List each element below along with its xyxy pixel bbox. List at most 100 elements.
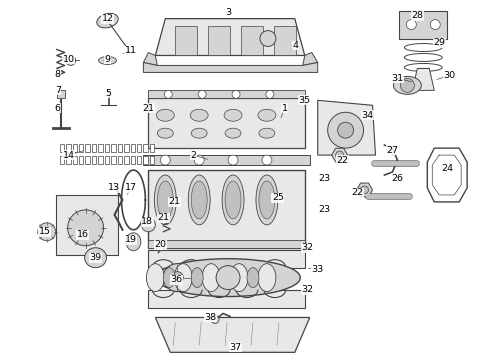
Bar	[150, 156, 154, 164]
Text: 7: 7	[55, 86, 61, 95]
Polygon shape	[318, 100, 375, 155]
Text: 32: 32	[302, 285, 314, 294]
Bar	[130, 156, 135, 164]
Ellipse shape	[259, 181, 275, 219]
Circle shape	[216, 266, 240, 289]
Text: 21: 21	[168, 197, 180, 206]
Ellipse shape	[404, 44, 442, 51]
Text: 26: 26	[392, 174, 403, 183]
Text: 3: 3	[225, 8, 231, 17]
Ellipse shape	[188, 175, 210, 225]
Bar	[124, 156, 128, 164]
Text: 19: 19	[124, 235, 136, 244]
Bar	[105, 144, 109, 152]
Text: 31: 31	[392, 74, 403, 83]
Bar	[144, 144, 148, 152]
Bar	[73, 156, 77, 164]
Text: 24: 24	[441, 163, 453, 172]
Bar	[148, 90, 305, 98]
Text: 9: 9	[104, 55, 111, 64]
Text: 30: 30	[443, 71, 455, 80]
Bar	[111, 144, 116, 152]
Ellipse shape	[97, 13, 118, 28]
Bar	[241, 26, 263, 55]
Bar	[73, 144, 77, 152]
Ellipse shape	[98, 57, 117, 64]
Bar	[66, 156, 71, 164]
Text: 17: 17	[124, 184, 136, 193]
Polygon shape	[148, 170, 305, 248]
Text: 8: 8	[55, 70, 61, 79]
Text: 23: 23	[318, 174, 331, 183]
Text: 32: 32	[302, 243, 314, 252]
Text: 14: 14	[63, 150, 74, 159]
Ellipse shape	[85, 248, 106, 268]
Ellipse shape	[156, 109, 174, 121]
Bar	[144, 156, 148, 164]
Polygon shape	[303, 53, 318, 66]
Bar	[137, 156, 142, 164]
Polygon shape	[155, 318, 310, 352]
Circle shape	[160, 155, 171, 165]
Circle shape	[194, 155, 204, 165]
Bar	[79, 144, 83, 152]
Bar	[118, 156, 122, 164]
Polygon shape	[332, 148, 347, 162]
Text: 23: 23	[318, 206, 331, 215]
Ellipse shape	[191, 181, 207, 219]
Circle shape	[163, 264, 191, 292]
Bar	[60, 156, 64, 164]
Bar	[130, 144, 135, 152]
Circle shape	[228, 155, 238, 165]
Ellipse shape	[230, 264, 248, 292]
Bar	[105, 156, 109, 164]
Ellipse shape	[258, 264, 276, 292]
Circle shape	[156, 243, 164, 251]
Ellipse shape	[157, 128, 173, 138]
Text: 5: 5	[105, 89, 112, 98]
Ellipse shape	[225, 128, 241, 138]
Bar	[144, 155, 310, 165]
Circle shape	[232, 90, 240, 98]
Text: 22: 22	[337, 156, 348, 165]
Bar	[85, 156, 90, 164]
Text: 39: 39	[90, 253, 101, 262]
Bar	[150, 144, 154, 152]
Ellipse shape	[259, 128, 275, 138]
Circle shape	[262, 155, 272, 165]
Bar	[98, 156, 103, 164]
Circle shape	[328, 112, 364, 148]
Bar	[124, 144, 128, 152]
Text: 36: 36	[170, 275, 182, 284]
Ellipse shape	[191, 268, 203, 288]
Ellipse shape	[219, 268, 231, 288]
Text: 2: 2	[190, 150, 196, 159]
Bar	[98, 144, 103, 152]
Text: 22: 22	[351, 188, 364, 197]
Circle shape	[68, 210, 103, 246]
Text: 15: 15	[39, 227, 51, 236]
Ellipse shape	[126, 233, 141, 251]
Ellipse shape	[393, 76, 421, 94]
Ellipse shape	[258, 109, 276, 121]
Bar	[137, 144, 142, 152]
Circle shape	[66, 55, 75, 66]
Circle shape	[260, 31, 276, 46]
Text: 38: 38	[204, 313, 216, 322]
Ellipse shape	[157, 181, 173, 219]
Ellipse shape	[247, 268, 259, 288]
Polygon shape	[413, 68, 434, 90]
Text: 27: 27	[387, 145, 398, 154]
Bar	[60, 144, 64, 152]
Circle shape	[338, 122, 354, 138]
Polygon shape	[144, 53, 157, 66]
Polygon shape	[148, 250, 305, 268]
Text: 13: 13	[107, 184, 120, 193]
Circle shape	[336, 151, 343, 159]
Ellipse shape	[404, 54, 442, 62]
Bar	[92, 144, 97, 152]
Circle shape	[406, 20, 416, 30]
Text: 28: 28	[411, 11, 423, 20]
Bar	[148, 240, 305, 248]
Text: 37: 37	[229, 343, 241, 352]
